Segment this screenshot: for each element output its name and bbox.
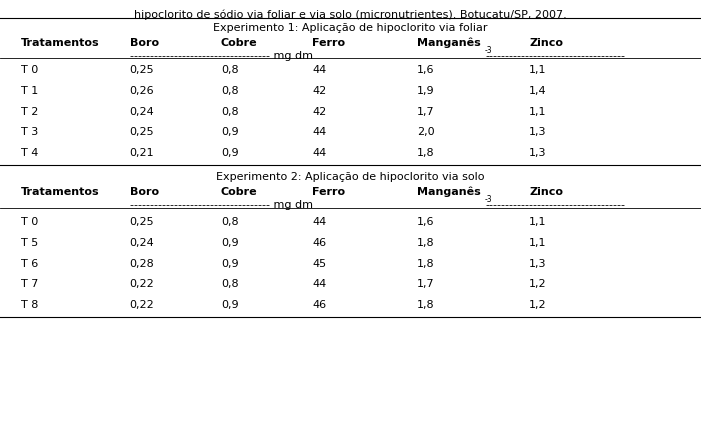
Text: 0,25: 0,25 — [130, 217, 154, 227]
Text: 1,1: 1,1 — [529, 65, 547, 76]
Text: 1,7: 1,7 — [417, 279, 435, 289]
Text: 2,0: 2,0 — [417, 127, 435, 138]
Text: Tratamentos: Tratamentos — [21, 38, 100, 48]
Text: 0,25: 0,25 — [130, 127, 154, 138]
Text: 1,2: 1,2 — [529, 279, 547, 289]
Text: 1,3: 1,3 — [529, 148, 547, 158]
Text: 44: 44 — [312, 65, 326, 76]
Text: 0,8: 0,8 — [221, 279, 238, 289]
Text: Boro: Boro — [130, 38, 159, 48]
Text: Cobre: Cobre — [221, 187, 257, 197]
Text: 44: 44 — [312, 127, 326, 138]
Text: 1,6: 1,6 — [417, 65, 435, 76]
Text: Manganês: Manganês — [417, 187, 481, 197]
Text: 1,9: 1,9 — [417, 86, 435, 96]
Text: 0,9: 0,9 — [221, 300, 238, 310]
Text: Experimento 1: Aplicação de hipoclorito via foliar: Experimento 1: Aplicação de hipoclorito … — [213, 23, 488, 33]
Text: 0,9: 0,9 — [221, 259, 238, 269]
Text: 0,8: 0,8 — [221, 86, 238, 96]
Text: Manganês: Manganês — [417, 38, 481, 49]
Text: 0,22: 0,22 — [130, 279, 154, 289]
Text: 0,8: 0,8 — [221, 107, 238, 117]
Text: 1,4: 1,4 — [529, 86, 547, 96]
Text: 44: 44 — [312, 148, 326, 158]
Text: T 2: T 2 — [21, 107, 39, 117]
Text: 0,9: 0,9 — [221, 127, 238, 138]
Text: 1,3: 1,3 — [529, 259, 547, 269]
Text: ----------------------------------- mg dm: ----------------------------------- mg d… — [130, 51, 313, 62]
Text: 45: 45 — [312, 259, 326, 269]
Text: Experimento 2: Aplicação de hipoclorito via solo: Experimento 2: Aplicação de hipoclorito … — [216, 172, 485, 182]
Text: ----------------------------------- mg dm: ----------------------------------- mg d… — [130, 200, 313, 211]
Text: 0,22: 0,22 — [130, 300, 154, 310]
Text: Ferro: Ferro — [312, 38, 345, 48]
Text: T 6: T 6 — [21, 259, 39, 269]
Text: T 8: T 8 — [21, 300, 39, 310]
Text: 42: 42 — [312, 107, 326, 117]
Text: 0,24: 0,24 — [130, 107, 154, 117]
Text: -----------------------------------: ----------------------------------- — [485, 51, 625, 62]
Text: T 7: T 7 — [21, 279, 39, 289]
Text: 44: 44 — [312, 279, 326, 289]
Text: 1,8: 1,8 — [417, 148, 435, 158]
Text: 1,8: 1,8 — [417, 238, 435, 248]
Text: 1,8: 1,8 — [417, 300, 435, 310]
Text: 1,2: 1,2 — [529, 300, 547, 310]
Text: 1,3: 1,3 — [529, 127, 547, 138]
Text: 0,25: 0,25 — [130, 65, 154, 76]
Text: 1,1: 1,1 — [529, 238, 547, 248]
Text: hipoclorito de sódio via foliar e via solo (micronutrientes). Botucatu/SP, 2007.: hipoclorito de sódio via foliar e via so… — [134, 9, 567, 20]
Text: T 5: T 5 — [21, 238, 39, 248]
Text: 0,9: 0,9 — [221, 148, 238, 158]
Text: Tratamentos: Tratamentos — [21, 187, 100, 197]
Text: 1,7: 1,7 — [417, 107, 435, 117]
Text: T 0: T 0 — [21, 217, 39, 227]
Text: 46: 46 — [312, 238, 326, 248]
Text: Zinco: Zinco — [529, 187, 564, 197]
Text: T 3: T 3 — [21, 127, 39, 138]
Text: T 1: T 1 — [21, 86, 39, 96]
Text: Ferro: Ferro — [312, 187, 345, 197]
Text: -----------------------------------: ----------------------------------- — [485, 200, 625, 211]
Text: 0,8: 0,8 — [221, 65, 238, 76]
Text: 0,21: 0,21 — [130, 148, 154, 158]
Text: T 4: T 4 — [21, 148, 39, 158]
Text: 42: 42 — [312, 86, 326, 96]
Text: 0,28: 0,28 — [130, 259, 154, 269]
Text: -3: -3 — [485, 195, 493, 204]
Text: 1,6: 1,6 — [417, 217, 435, 227]
Text: Cobre: Cobre — [221, 38, 257, 48]
Text: 1,1: 1,1 — [529, 217, 547, 227]
Text: 0,26: 0,26 — [130, 86, 154, 96]
Text: Zinco: Zinco — [529, 38, 564, 48]
Text: 1,8: 1,8 — [417, 259, 435, 269]
Text: Boro: Boro — [130, 187, 159, 197]
Text: 0,8: 0,8 — [221, 217, 238, 227]
Text: 0,9: 0,9 — [221, 238, 238, 248]
Text: 46: 46 — [312, 300, 326, 310]
Text: -3: -3 — [485, 46, 493, 55]
Text: 44: 44 — [312, 217, 326, 227]
Text: 1,1: 1,1 — [529, 107, 547, 117]
Text: 0,24: 0,24 — [130, 238, 154, 248]
Text: T 0: T 0 — [21, 65, 39, 76]
